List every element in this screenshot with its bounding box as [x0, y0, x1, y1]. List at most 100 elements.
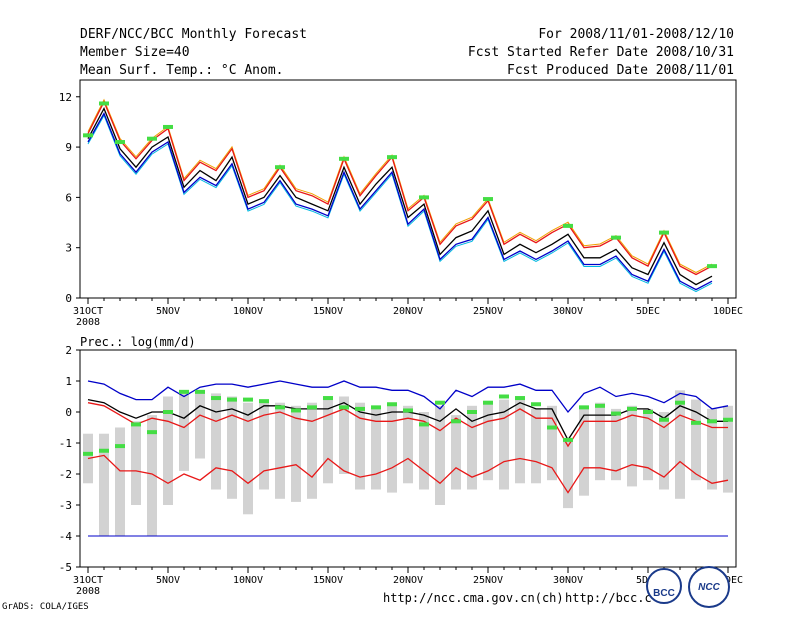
temp-y-tick-label: 0 — [65, 292, 72, 305]
temp-obs-marker — [419, 195, 429, 200]
prec-obs-marker — [675, 400, 685, 405]
temp-obs-marker — [483, 197, 493, 202]
prec-obs-marker — [499, 394, 509, 399]
temp-x-tick-label: 10DEC — [713, 306, 743, 317]
prec-spread-box — [291, 405, 301, 502]
temp-x-tick-label: 5DEC — [636, 306, 660, 317]
prec-obs-marker — [371, 405, 381, 410]
prec-obs-marker — [531, 402, 541, 407]
prec-spread-box — [451, 415, 461, 490]
fcst-started-date: Fcst Started Refer Date 2008/10/31 — [467, 45, 734, 60]
prec-obs-marker — [291, 408, 301, 413]
prec-spread-box — [339, 396, 349, 474]
forecast-period: For 2008/11/01-2008/12/10 — [538, 27, 734, 42]
prec-obs-marker — [179, 389, 189, 394]
temp-obs-marker — [163, 124, 173, 129]
fcst-produced-date: Fcst Produced Date 2008/11/01 — [507, 63, 734, 78]
prec-obs-marker — [723, 417, 733, 422]
prec-y-tick-label: -1 — [59, 437, 72, 450]
prec-obs-marker — [195, 389, 205, 394]
temp-x-tick-label: 31OCT — [73, 306, 103, 317]
prec-spread-box — [483, 402, 493, 481]
prec-y-tick-label: -3 — [59, 499, 72, 512]
temp-upper-line — [87, 100, 713, 276]
prec-obs-marker — [99, 448, 109, 453]
prec-spread-box — [643, 408, 653, 481]
temp-obs-marker — [611, 235, 621, 240]
prec-obs-marker — [563, 437, 573, 442]
temp-x-tick-sublabel: 2008 — [76, 317, 100, 328]
prec-spread-box — [259, 399, 269, 490]
prec-obs-marker — [579, 405, 589, 410]
prec-spread-box — [435, 405, 445, 505]
temp-obs-marker — [339, 156, 349, 161]
temp-obs-marker — [147, 136, 157, 141]
temp-obs-marker — [387, 155, 397, 160]
prec-spread-box — [723, 405, 733, 493]
prec-obs-marker — [515, 396, 525, 401]
prec-spread-box — [579, 405, 589, 496]
prec-lower-line — [87, 454, 729, 494]
prec-spread-box — [499, 399, 509, 490]
temp-lower-line — [87, 111, 713, 291]
grads-credit: GrADS: COLA/IGES — [2, 602, 89, 612]
prec-spread-box — [531, 408, 541, 484]
prec-title: Prec.: log(mm/d) — [80, 335, 196, 349]
prec-obs-marker — [627, 406, 637, 411]
prec-spread-box — [131, 421, 141, 505]
prec-x-tick-label: 15NOV — [313, 575, 343, 586]
bcc-logo: BCC — [646, 568, 682, 604]
prec-obs-marker — [387, 402, 397, 407]
prec-obs-marker — [691, 420, 701, 425]
prec-obs-marker — [307, 405, 317, 410]
temp-x-tick-label: 5NOV — [156, 306, 180, 317]
prec-upper-line — [87, 380, 729, 414]
prec-spread-box — [163, 396, 173, 505]
prec-spread-box — [467, 405, 477, 490]
prec-x-tick-label: 20NOV — [393, 575, 423, 586]
prec-spread-box — [307, 402, 317, 499]
prec-spread-box — [99, 433, 109, 536]
ncc-logo: NCC — [688, 566, 730, 608]
ncc-url[interactable]: http://ncc.cma.gov.cn(ch) — [383, 591, 564, 605]
prec-y-tick-label: 1 — [65, 375, 72, 388]
prec-obs-marker — [163, 410, 173, 414]
prec-spread-box — [675, 390, 685, 499]
prec-obs-marker — [707, 419, 717, 424]
prec-spread-box — [275, 402, 285, 499]
prec-spread-box — [243, 402, 253, 515]
prec-x-tick-label: 5NOV — [156, 575, 180, 586]
temp-obs-marker — [659, 230, 669, 235]
prec-obs-marker — [547, 425, 557, 430]
prec-spread-box — [147, 415, 157, 536]
prec-spread-box — [387, 402, 397, 493]
temp-x-tick-label: 30NOV — [553, 306, 583, 317]
prec-spread-box — [115, 427, 125, 536]
prec-obs-marker — [419, 422, 429, 427]
prec-spread-box — [515, 396, 525, 484]
prec-y-tick-label: -2 — [59, 468, 72, 481]
temp-mean-line — [87, 106, 713, 286]
prec-spread-box — [355, 402, 365, 490]
prec-mid-line — [87, 402, 728, 448]
prec-x-tick-label: 10NOV — [233, 575, 263, 586]
prec-obs-marker — [659, 417, 669, 422]
prec-obs-marker — [483, 400, 493, 405]
temp-lower-envelope-line — [87, 114, 713, 293]
prec-x-tick-sublabel: 2008 — [76, 586, 100, 597]
temp-x-tick-label: 10NOV — [233, 306, 263, 317]
prec-y-tick-label: 2 — [65, 344, 72, 357]
temp-obs-marker — [99, 101, 109, 106]
temp-obs-marker — [275, 165, 285, 170]
prec-obs-marker — [115, 444, 125, 449]
prec-x-tick-label: 30NOV — [553, 575, 583, 586]
prec-spread-box — [627, 405, 637, 487]
prec-obs-marker — [643, 410, 653, 414]
bcc-url[interactable]: http://bcc.c — [565, 591, 652, 605]
prec-obs-marker — [451, 419, 461, 424]
temp-y-tick-label: 3 — [65, 242, 72, 255]
prec-obs-marker — [83, 451, 93, 456]
prec-spread-box — [179, 390, 189, 471]
prec-y-tick-label: 0 — [65, 406, 72, 419]
